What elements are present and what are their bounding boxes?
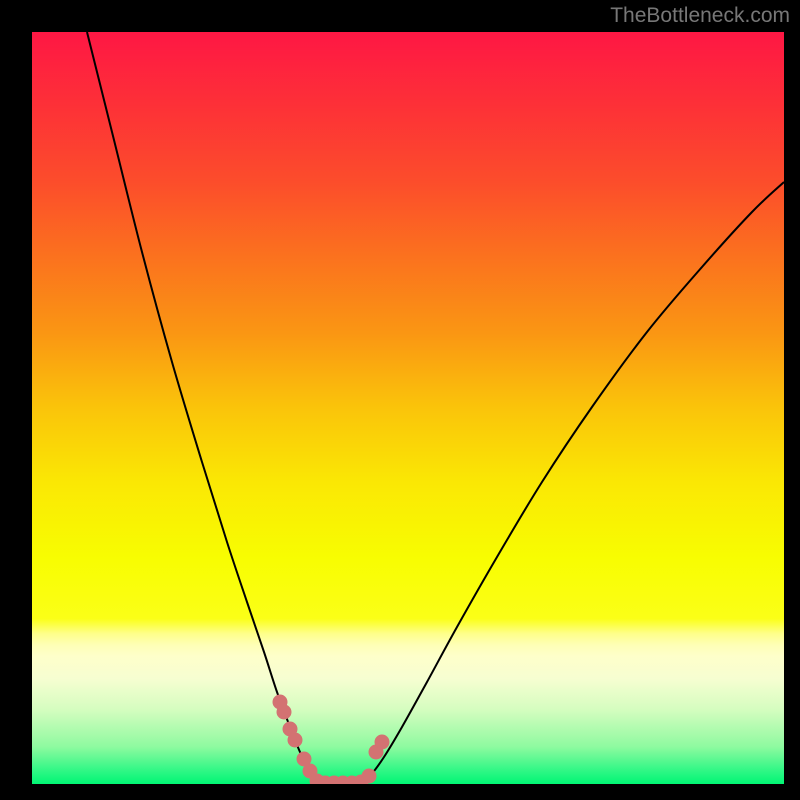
gradient-background xyxy=(32,32,784,784)
watermark-text: TheBottleneck.com xyxy=(610,4,790,28)
bottleneck-chart xyxy=(32,32,784,784)
chart-plot-area xyxy=(32,32,784,784)
curve-marker xyxy=(362,769,376,783)
curve-marker xyxy=(288,733,302,747)
curve-marker xyxy=(277,705,291,719)
curve-marker xyxy=(375,735,389,749)
